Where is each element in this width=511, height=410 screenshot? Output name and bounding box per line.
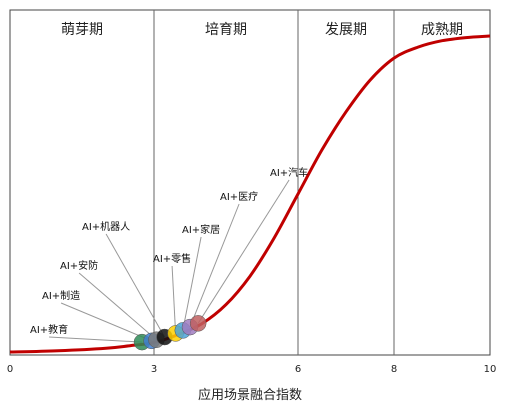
application-label: AI+安防 bbox=[60, 259, 98, 272]
x-axis-ticks: 0 3 6 8 10 bbox=[7, 364, 497, 375]
application-label: AI+零售 bbox=[153, 252, 191, 265]
leader-line bbox=[60, 302, 152, 342]
x-tick-label: 8 bbox=[391, 364, 397, 375]
leader-line bbox=[197, 179, 290, 324]
plot-border bbox=[9, 9, 491, 356]
adoption-curve bbox=[9, 34, 491, 354]
application-label: AI+医疗 bbox=[220, 190, 258, 203]
leader-line bbox=[78, 272, 157, 341]
application-marker bbox=[189, 315, 207, 332]
leader-line bbox=[105, 233, 165, 338]
leader-line bbox=[182, 236, 202, 331]
x-tick-label: 10 bbox=[484, 364, 497, 375]
leader-line bbox=[189, 203, 240, 328]
x-tick-label: 6 bbox=[295, 364, 301, 375]
phase-label: 成熟期 bbox=[421, 22, 463, 38]
phase-labels: 萌芽期 培育期 发展期 成熟期 bbox=[61, 22, 463, 38]
application-label: AI+教育 bbox=[30, 323, 68, 336]
application-label: AI+汽车 bbox=[270, 166, 308, 179]
leader-lines bbox=[49, 179, 290, 343]
leader-line bbox=[171, 265, 177, 334]
x-tick-label: 0 bbox=[7, 364, 13, 375]
application-labels: AI+教育 AI+制造 AI+安防 AI+机器人 AI+零售 AI+家居 AI+医疗 AI+汽… bbox=[30, 166, 308, 336]
application-markers bbox=[133, 315, 207, 351]
application-label: AI+制造 bbox=[42, 289, 80, 302]
plot-frame bbox=[9, 9, 491, 356]
application-label: AI+家居 bbox=[182, 223, 220, 236]
x-tick-label: 3 bbox=[151, 364, 157, 375]
leader-line bbox=[49, 336, 143, 343]
phase-label: 萌芽期 bbox=[61, 22, 103, 38]
x-axis-title: 应用场景融合指数 bbox=[198, 387, 302, 403]
phase-boundaries bbox=[153, 10, 395, 355]
phase-label: 培育期 bbox=[205, 22, 247, 38]
phase-label: 发展期 bbox=[325, 22, 367, 38]
application-label: AI+机器人 bbox=[82, 220, 130, 233]
